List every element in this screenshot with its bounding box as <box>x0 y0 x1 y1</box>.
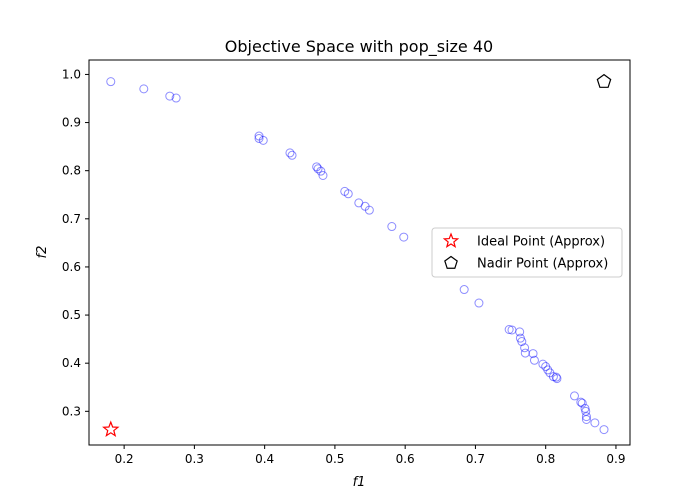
scatter-point <box>287 150 297 160</box>
x-axis-ticks: 0.2 0.3 0.4 0.5 0.6 0.7 0.8 0.9 <box>115 445 625 466</box>
scatter-point <box>387 222 397 232</box>
x-tick-label: 0.9 <box>606 452 625 466</box>
scatter-point <box>340 186 350 196</box>
y-tick-label: 0.6 <box>62 260 81 274</box>
scatter-point <box>543 365 553 375</box>
scatter-point <box>528 349 538 359</box>
scatter-point <box>106 77 116 87</box>
y-axis-ticks: 0.3 0.4 0.5 0.6 0.7 0.8 0.9 1.0 <box>62 67 89 418</box>
scatter-point <box>541 362 551 372</box>
scatter-point <box>552 374 562 384</box>
legend-box <box>431 227 623 278</box>
x-tick-label: 0.3 <box>185 452 204 466</box>
scatter-point <box>580 403 590 413</box>
scatter-point <box>581 412 591 422</box>
legend-entry-label: Nadir Point (Approx) <box>477 257 608 272</box>
scatter-point <box>515 333 525 343</box>
special-points <box>102 73 612 438</box>
x-tick-label: 0.2 <box>115 452 134 466</box>
x-tick-label: 0.5 <box>325 452 344 466</box>
scatter-point <box>316 166 326 176</box>
scatter-point <box>529 355 539 365</box>
scatter-point <box>354 198 364 208</box>
y-axis-label: f2 <box>35 246 50 259</box>
scatter-point <box>507 325 517 335</box>
scatter-point <box>504 325 514 334</box>
scatter-point <box>360 201 370 211</box>
nadir-point-marker <box>596 73 612 88</box>
x-tick-label: 0.8 <box>536 452 555 466</box>
legend-star-icon <box>442 232 460 249</box>
y-tick-label: 1.0 <box>62 67 81 81</box>
y-tick-label: 0.3 <box>62 404 81 418</box>
scatter-point <box>576 397 586 407</box>
legend-pentagon-icon <box>444 255 458 269</box>
scatter-point <box>254 133 264 143</box>
scatter-point <box>313 164 323 174</box>
scatter-point <box>548 372 558 382</box>
ideal-point-marker <box>102 420 120 438</box>
legend-entry-label: Ideal Point (Approx) <box>477 235 605 250</box>
chart-title: Objective Space with pop_size 40 <box>225 37 493 57</box>
scatter-point <box>569 391 579 401</box>
y-tick-label: 0.4 <box>62 356 81 370</box>
scatter-point <box>139 84 149 94</box>
y-tick-label: 0.7 <box>62 212 81 226</box>
scatter-point <box>364 205 374 215</box>
scatter-point <box>165 91 175 101</box>
x-tick-label: 0.7 <box>466 452 485 466</box>
y-tick-label: 0.8 <box>62 164 81 178</box>
scatter-point <box>577 398 587 408</box>
scatter-point <box>399 232 409 242</box>
x-axis-label: f1 <box>353 475 366 490</box>
scatter-point <box>515 327 525 337</box>
scatter-point <box>258 135 268 145</box>
y-tick-label: 0.9 <box>62 116 81 130</box>
scatter-point <box>459 285 469 295</box>
scatter-point <box>581 406 591 416</box>
scatter-point <box>538 359 548 369</box>
scatter-point <box>581 414 591 424</box>
x-tick-label: 0.4 <box>255 452 274 466</box>
scatter-point <box>520 343 530 353</box>
scatter-point <box>318 171 328 180</box>
x-tick-label: 0.6 <box>396 452 415 466</box>
scatter-point <box>312 162 322 172</box>
scatter-point <box>520 348 530 358</box>
scatter-point <box>254 131 264 141</box>
plot-frame <box>88 59 631 446</box>
scatter-point <box>545 368 555 378</box>
scatter-point <box>171 93 181 103</box>
scatter-point <box>599 425 609 435</box>
scatter-point <box>343 189 353 199</box>
scatter-point <box>517 337 527 347</box>
scatter-point <box>474 298 484 308</box>
plot-area <box>88 59 631 446</box>
y-tick-label: 0.5 <box>62 308 81 322</box>
scatter-points <box>106 77 609 435</box>
scatter-point <box>590 418 600 428</box>
scatter-point <box>285 148 295 158</box>
scatter-point <box>551 372 561 382</box>
legend: Ideal Point (Approx) Nadir Point (Approx) <box>431 227 623 278</box>
